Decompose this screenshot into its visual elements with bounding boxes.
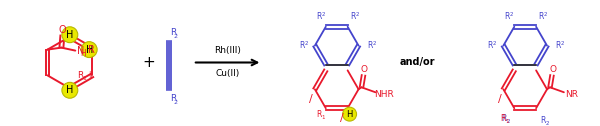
Text: 2: 2 [561, 41, 564, 46]
Text: O: O [550, 65, 556, 74]
Text: 1: 1 [321, 115, 325, 120]
Text: N: N [77, 46, 85, 56]
Text: 2: 2 [506, 119, 510, 124]
Text: R: R [170, 94, 176, 103]
Text: R: R [299, 41, 305, 50]
Circle shape [81, 42, 97, 58]
Text: 2: 2 [510, 12, 514, 17]
Text: H: H [346, 110, 353, 119]
Text: R: R [538, 12, 544, 21]
Text: R: R [541, 116, 546, 125]
Text: R: R [316, 12, 322, 21]
Text: 2: 2 [305, 41, 308, 46]
Text: 2: 2 [173, 34, 177, 39]
Text: 2: 2 [355, 12, 359, 17]
Text: ||: || [88, 71, 92, 78]
Text: H: H [66, 85, 74, 95]
Text: 1: 1 [82, 76, 86, 81]
Text: /: / [309, 94, 313, 104]
Text: /: / [340, 113, 344, 123]
Text: O: O [59, 25, 66, 35]
Text: R: R [316, 110, 322, 119]
Text: R: R [367, 41, 372, 50]
Text: H: H [86, 45, 93, 55]
Text: +: + [143, 55, 155, 70]
Text: Rh(III): Rh(III) [214, 46, 241, 55]
Text: R: R [77, 71, 83, 80]
Text: R: R [488, 41, 493, 50]
Text: 2: 2 [322, 12, 325, 17]
Text: R: R [502, 114, 507, 123]
Text: 1: 1 [506, 119, 509, 124]
Text: and/or: and/or [400, 57, 435, 68]
Text: H: H [80, 49, 86, 58]
Text: Cu(II): Cu(II) [215, 69, 240, 78]
Text: 2: 2 [545, 121, 549, 126]
Text: NHR: NHR [374, 90, 394, 99]
Circle shape [62, 27, 78, 43]
Text: R: R [500, 114, 506, 123]
Text: 2: 2 [173, 100, 177, 105]
Text: R: R [505, 12, 510, 21]
Text: R: R [170, 28, 176, 37]
Text: H: H [66, 30, 74, 40]
Text: O: O [361, 65, 368, 74]
Text: NR: NR [565, 90, 578, 99]
Circle shape [62, 82, 78, 98]
Text: /: / [497, 94, 501, 104]
Text: 2: 2 [544, 12, 547, 17]
Text: R: R [556, 41, 561, 50]
Text: 2: 2 [493, 41, 497, 46]
Text: 2: 2 [372, 41, 376, 46]
Text: R: R [350, 12, 355, 21]
Text: R: R [88, 45, 95, 55]
Circle shape [343, 107, 356, 121]
